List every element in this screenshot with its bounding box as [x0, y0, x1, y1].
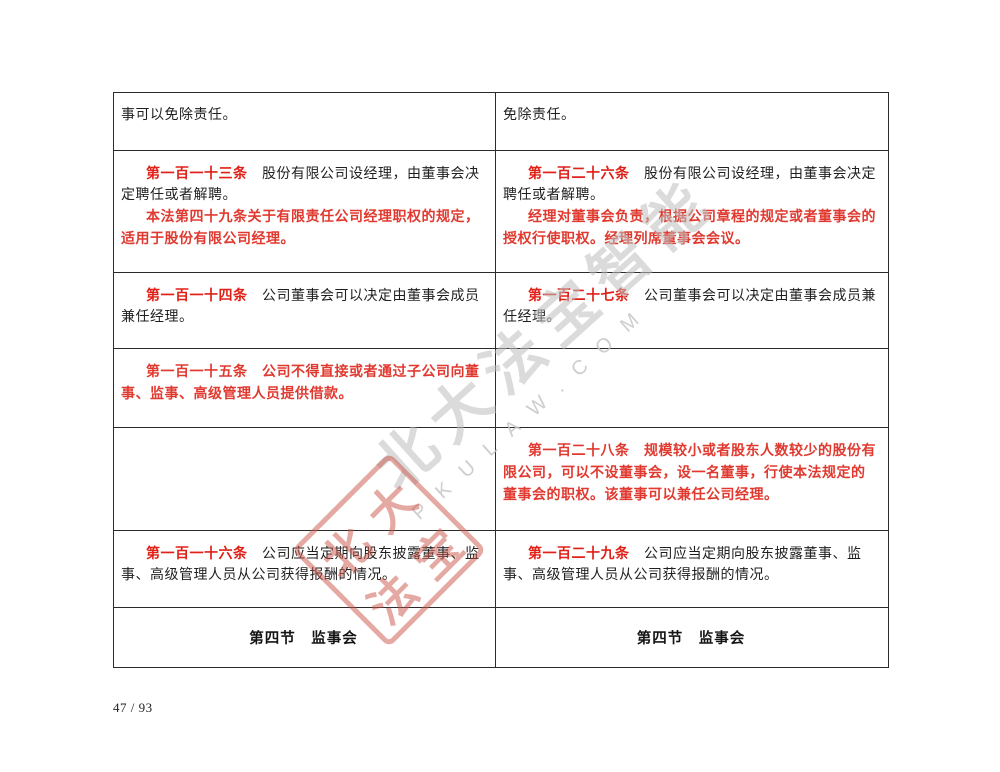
article-number: 第一百一十三条 [146, 165, 248, 181]
article-paragraph: 第一百一十四条 公司董事会可以决定由董事会成员兼任经理。 [121, 285, 486, 328]
table-row: 事可以免除责任。 免除责任。 [113, 92, 889, 151]
old-law-cell: 第一百一十五条 公司不得直接或者通过子公司向董事、监事、高级管理人员提供借款。 [113, 348, 496, 428]
revised-text: 本法第四十九条关于有限责任公司经理职权的规定，适用于股份有限公司经理。 [121, 208, 480, 246]
new-law-cell: 免除责任。 [495, 92, 889, 151]
new-law-cell: 第一百二十七条 公司董事会可以决定由董事会成员兼任经理。 [495, 272, 889, 349]
new-law-cell: 第一百二十九条 公司应当定期向股东披露董事、监事、高级管理人员从公司获得报酬的情… [495, 530, 889, 608]
article-paragraph: 第一百二十七条 公司董事会可以决定由董事会成员兼任经理。 [503, 285, 879, 328]
revised-paragraph: 第一百一十五条 公司不得直接或者通过子公司向董事、监事、高级管理人员提供借款。 [121, 361, 486, 405]
new-law-cell-empty [495, 348, 889, 428]
article-paragraph: 免除责任。 [503, 105, 879, 126]
article-paragraph: 事可以免除责任。 [121, 105, 486, 126]
article-number: 第一百二十七条 [528, 287, 630, 303]
article-paragraph: 第一百一十六条 公司应当定期向股东披露董事、监事、高级管理人员从公司获得报酬的情… [121, 543, 486, 586]
old-law-cell: 第四节 监事会 [113, 607, 496, 668]
old-law-cell: 事可以免除责任。 [113, 92, 496, 151]
page-number: 47 / 93 [113, 700, 153, 715]
table-row: 第一百一十六条 公司应当定期向股东披露董事、监事、高级管理人员从公司获得报酬的情… [113, 530, 889, 608]
table-row: 第一百一十三条 股份有限公司设经理，由董事会决定聘任或者解聘。 本法第四十九条关… [113, 150, 889, 273]
article-text: 公司应当定期向股东披露董事、监事、高级管理人员从公司获得报酬的情况。 [121, 547, 480, 583]
article-number: 第一百一十六条 [146, 545, 248, 561]
article-paragraph: 第一百一十三条 股份有限公司设经理，由董事会决定聘任或者解聘。 [121, 163, 486, 206]
new-law-cell: 第一百二十六条 股份有限公司设经理，由董事会决定聘任或者解聘。 经理对董事会负责… [495, 150, 889, 273]
section-heading: 第四节 监事会 [636, 631, 746, 647]
new-law-cell: 第一百二十八条 规模较小或者股东人数较少的股份有限公司，可以不设董事会，设一名董… [495, 427, 889, 531]
article-text: 事可以免除责任。 [121, 108, 237, 123]
revised-paragraph: 本法第四十九条关于有限责任公司经理职权的规定，适用于股份有限公司经理。 [121, 206, 486, 250]
old-law-cell: 第一百一十三条 股份有限公司设经理，由董事会决定聘任或者解聘。 本法第四十九条关… [113, 150, 496, 273]
old-law-cell: 第一百一十四条 公司董事会可以决定由董事会成员兼任经理。 [113, 272, 496, 349]
article-number: 第一百二十六条 [528, 165, 630, 181]
article-number: 第一百二十九条 [528, 545, 630, 561]
revised-paragraph: 经理对董事会负责，根据公司章程的规定或者董事会的授权行使职权。经理列席董事会会议… [503, 206, 879, 250]
revised-text: 经理对董事会负责，根据公司章程的规定或者董事会的授权行使职权。经理列席董事会会议… [503, 208, 876, 246]
revised-text: 第一百一十五条 公司不得直接或者通过子公司向董事、监事、高级管理人员提供借款。 [121, 363, 480, 401]
old-law-cell: 第一百一十六条 公司应当定期向股东披露董事、监事、高级管理人员从公司获得报酬的情… [113, 530, 496, 608]
section-heading: 第四节 监事会 [249, 631, 358, 647]
revised-paragraph: 第一百二十八条 规模较小或者股东人数较少的股份有限公司，可以不设董事会，设一名董… [503, 440, 879, 506]
table-row: 第一百一十五条 公司不得直接或者通过子公司向董事、监事、高级管理人员提供借款。 [113, 348, 889, 428]
article-text: 公司应当定期向股东披露董事、监事、高级管理人员从公司获得报酬的情况。 [503, 547, 862, 583]
table-row: 第一百二十八条 规模较小或者股东人数较少的股份有限公司，可以不设董事会，设一名董… [113, 427, 889, 531]
article-text: 股份有限公司设经理，由董事会决定聘任或者解聘。 [121, 167, 480, 203]
table-row: 第一百一十四条 公司董事会可以决定由董事会成员兼任经理。 第一百二十七条 公司董… [113, 272, 889, 349]
article-text: 免除责任。 [503, 108, 576, 123]
old-law-cell-empty [113, 427, 496, 531]
article-text: 股份有限公司设经理，由董事会决定聘任或者解聘。 [503, 167, 876, 203]
new-law-cell: 第四节 监事会 [495, 607, 889, 668]
revised-text: 第一百二十八条 规模较小或者股东人数较少的股份有限公司，可以不设董事会，设一名董… [503, 442, 876, 502]
article-text: 公司董事会可以决定由董事会成员兼任经理。 [121, 289, 480, 325]
table-row: 第四节 监事会 第四节 监事会 [113, 607, 889, 668]
article-number: 第一百一十四条 [146, 287, 248, 303]
article-paragraph: 第一百二十九条 公司应当定期向股东披露董事、监事、高级管理人员从公司获得报酬的情… [503, 543, 879, 586]
comparison-table: 事可以免除责任。 免除责任。 第一百一十三条 股份有限公司设经理，由董事会决定聘… [113, 92, 889, 668]
article-text: 公司董事会可以决定由董事会成员兼任经理。 [503, 289, 876, 325]
article-paragraph: 第一百二十六条 股份有限公司设经理，由董事会决定聘任或者解聘。 [503, 163, 879, 206]
